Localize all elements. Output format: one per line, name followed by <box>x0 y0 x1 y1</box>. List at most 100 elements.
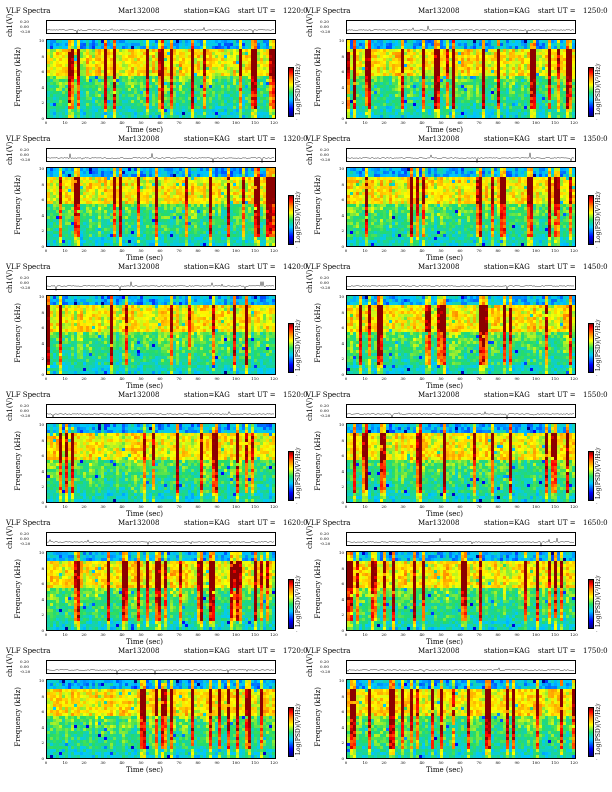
heatmap-cell <box>152 177 155 180</box>
heatmap-cell <box>512 49 515 52</box>
heatmap-cell <box>533 58 536 61</box>
heatmap-cell <box>401 79 404 82</box>
heatmap-cell <box>50 222 53 225</box>
heatmap-cell <box>116 106 119 109</box>
heatmap-cell <box>137 231 140 234</box>
heatmap-cell <box>134 46 137 49</box>
heatmap-cell <box>569 55 572 58</box>
heatmap-cell <box>551 49 554 52</box>
heatmap-cell <box>68 67 71 70</box>
heatmap-cell <box>482 55 485 58</box>
heatmap-cell <box>221 64 224 67</box>
heatmap-cell <box>419 82 422 85</box>
heatmap-cell <box>92 186 95 189</box>
heatmap-cell <box>71 49 74 52</box>
heatmap-cell <box>83 240 86 243</box>
heatmap-cell <box>95 52 98 55</box>
heatmap-cell <box>371 43 374 46</box>
heatmap-cell <box>440 103 443 106</box>
heatmap-cell <box>389 109 392 112</box>
heatmap-cell <box>200 70 203 73</box>
heatmap-cell <box>125 204 128 207</box>
heatmap-cell <box>557 79 560 82</box>
heatmap-cell <box>560 79 563 82</box>
heatmap-cell <box>365 70 368 73</box>
heatmap-cell <box>371 55 374 58</box>
heatmap-cell <box>140 219 143 222</box>
heatmap-cell <box>77 222 80 225</box>
heatmap-cell <box>56 43 59 46</box>
heatmap-cell <box>506 76 509 79</box>
heatmap-cell <box>359 91 362 94</box>
heatmap-cell <box>389 67 392 70</box>
heatmap-cell <box>425 76 428 79</box>
heatmap-cell <box>155 100 158 103</box>
heatmap-cell <box>47 243 50 246</box>
heatmap-cell <box>569 73 572 76</box>
heatmap-cell <box>365 97 368 100</box>
heatmap-cell <box>68 55 71 58</box>
heatmap-cell <box>467 43 470 46</box>
heatmap-cell <box>353 106 356 109</box>
heatmap-cell <box>113 240 116 243</box>
heatmap-cell <box>503 115 506 118</box>
heatmap-cell <box>398 91 401 94</box>
heatmap-cell <box>71 228 74 231</box>
heatmap-cell <box>455 64 458 67</box>
heatmap-cell <box>170 64 173 67</box>
heatmap-cell <box>101 228 104 231</box>
heatmap-cell <box>269 58 272 61</box>
heatmap-cell <box>71 183 74 186</box>
heatmap-cell <box>137 40 140 43</box>
heatmap-cell <box>437 70 440 73</box>
heatmap-cell <box>56 204 59 207</box>
heatmap-cell <box>215 46 218 49</box>
heatmap-cell <box>452 112 455 115</box>
heatmap-cell <box>104 231 107 234</box>
heatmap-cell <box>398 43 401 46</box>
heatmap-cell <box>197 94 200 97</box>
heatmap-cell <box>77 100 80 103</box>
heatmap-cell <box>74 225 77 228</box>
heatmap-cell <box>200 103 203 106</box>
heatmap-cell <box>563 94 566 97</box>
heatmap-cell <box>56 109 59 112</box>
heatmap-cell <box>140 103 143 106</box>
heatmap-cell <box>218 85 221 88</box>
heatmap-cell <box>218 43 221 46</box>
heatmap-cell <box>374 100 377 103</box>
heatmap-cell <box>80 180 83 183</box>
heatmap-cell <box>476 106 479 109</box>
heatmap-cell <box>134 231 137 234</box>
heatmap-cell <box>467 67 470 70</box>
heatmap-cell <box>119 94 122 97</box>
time-tick-label: 120 <box>570 120 578 125</box>
heatmap-cell <box>377 91 380 94</box>
colorbar-max: - <box>596 61 597 66</box>
heatmap-cell <box>74 189 77 192</box>
heatmap-cell <box>215 73 218 76</box>
heatmap-cell <box>524 76 527 79</box>
heatmap-cell <box>434 115 437 118</box>
heatmap-cell <box>380 55 383 58</box>
heatmap-cell <box>416 70 419 73</box>
heatmap-cell <box>116 189 119 192</box>
heatmap-cell <box>176 73 179 76</box>
heatmap-cell <box>227 91 230 94</box>
heatmap-cell <box>380 88 383 91</box>
heatmap-cell <box>563 58 566 61</box>
heatmap-cell <box>107 210 110 213</box>
heatmap-cell <box>464 70 467 73</box>
heatmap-cell <box>215 52 218 55</box>
heatmap-cell <box>437 82 440 85</box>
heatmap-cell <box>95 177 98 180</box>
heatmap-cell <box>209 82 212 85</box>
heatmap-cell <box>221 88 224 91</box>
heatmap-cell <box>140 100 143 103</box>
heatmap-cell <box>143 52 146 55</box>
heatmap-cell <box>113 180 116 183</box>
heatmap-cell <box>131 207 134 210</box>
heatmap-cell <box>371 91 374 94</box>
heatmap-cell <box>143 76 146 79</box>
heatmap-cell <box>554 79 557 82</box>
